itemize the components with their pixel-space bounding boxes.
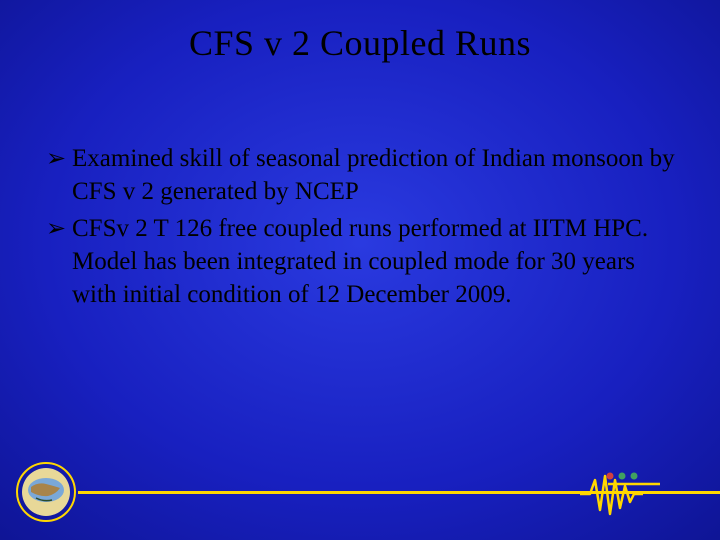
footer bbox=[0, 452, 720, 522]
content-area: ➢ Examined skill of seasonal prediction … bbox=[0, 142, 720, 311]
bullet-text: Examined skill of seasonal prediction of… bbox=[72, 142, 680, 208]
pulse-icon bbox=[580, 462, 660, 522]
logo-icon bbox=[16, 462, 76, 522]
bullet-marker-icon: ➢ bbox=[46, 212, 72, 246]
bullet-text: CFSv 2 T 126 free coupled runs performed… bbox=[72, 212, 680, 311]
bullet-item: ➢ Examined skill of seasonal prediction … bbox=[46, 142, 680, 208]
bullet-marker-icon: ➢ bbox=[46, 142, 72, 176]
slide-title: CFS v 2 Coupled Runs bbox=[0, 0, 720, 64]
bullet-item: ➢ CFSv 2 T 126 free coupled runs perform… bbox=[46, 212, 680, 311]
